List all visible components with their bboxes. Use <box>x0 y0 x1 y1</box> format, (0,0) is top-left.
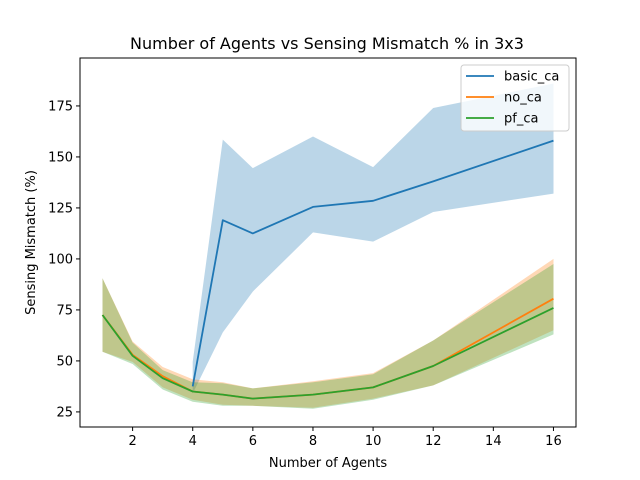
x-tick-label: 16 <box>545 434 562 449</box>
y-tick-label: 150 <box>48 150 73 165</box>
y-axis-title: Sensing Mismatch (%) <box>24 170 39 315</box>
pf-ca-band <box>102 264 554 409</box>
basic-ca-band <box>192 83 554 394</box>
legend-label-pf-ca: pf_ca <box>504 112 538 127</box>
x-tick-label: 12 <box>425 434 442 449</box>
y-tick-label: 75 <box>56 303 73 318</box>
chart-title: Number of Agents vs Sensing Mismatch % i… <box>130 34 524 53</box>
y-tick-label: 175 <box>48 99 73 114</box>
y-tick-label: 50 <box>56 354 73 369</box>
x-tick-label: 6 <box>249 434 257 449</box>
y-axis-ticks: 25 50 75 100 125 150 175 <box>48 99 80 420</box>
plot-frame <box>79 57 577 428</box>
confidence-bands <box>102 83 554 409</box>
pf-ca-line <box>101 307 554 400</box>
y-tick-label: 125 <box>48 201 73 216</box>
x-tick-label: 10 <box>365 434 382 449</box>
x-axis-ticks: 2 4 6 8 10 12 14 16 <box>128 427 562 449</box>
legend-label-no-ca: no_ca <box>504 91 542 106</box>
y-tick-label: 100 <box>48 252 73 267</box>
basic-ca-line <box>191 139 554 387</box>
x-axis-title: Number of Agents <box>269 456 387 471</box>
x-tick-label: 8 <box>309 434 317 449</box>
legend-box <box>460 64 570 132</box>
x-tick-label: 4 <box>189 434 197 449</box>
x-tick-label: 14 <box>485 434 502 449</box>
x-tick-label: 2 <box>128 434 136 449</box>
y-tick-label: 25 <box>56 405 73 420</box>
legend: basic_ca no_ca pf_ca <box>460 64 570 132</box>
series-lines <box>101 139 554 400</box>
no-ca-band <box>102 258 554 408</box>
legend-label-basic-ca: basic_ca <box>504 70 559 85</box>
